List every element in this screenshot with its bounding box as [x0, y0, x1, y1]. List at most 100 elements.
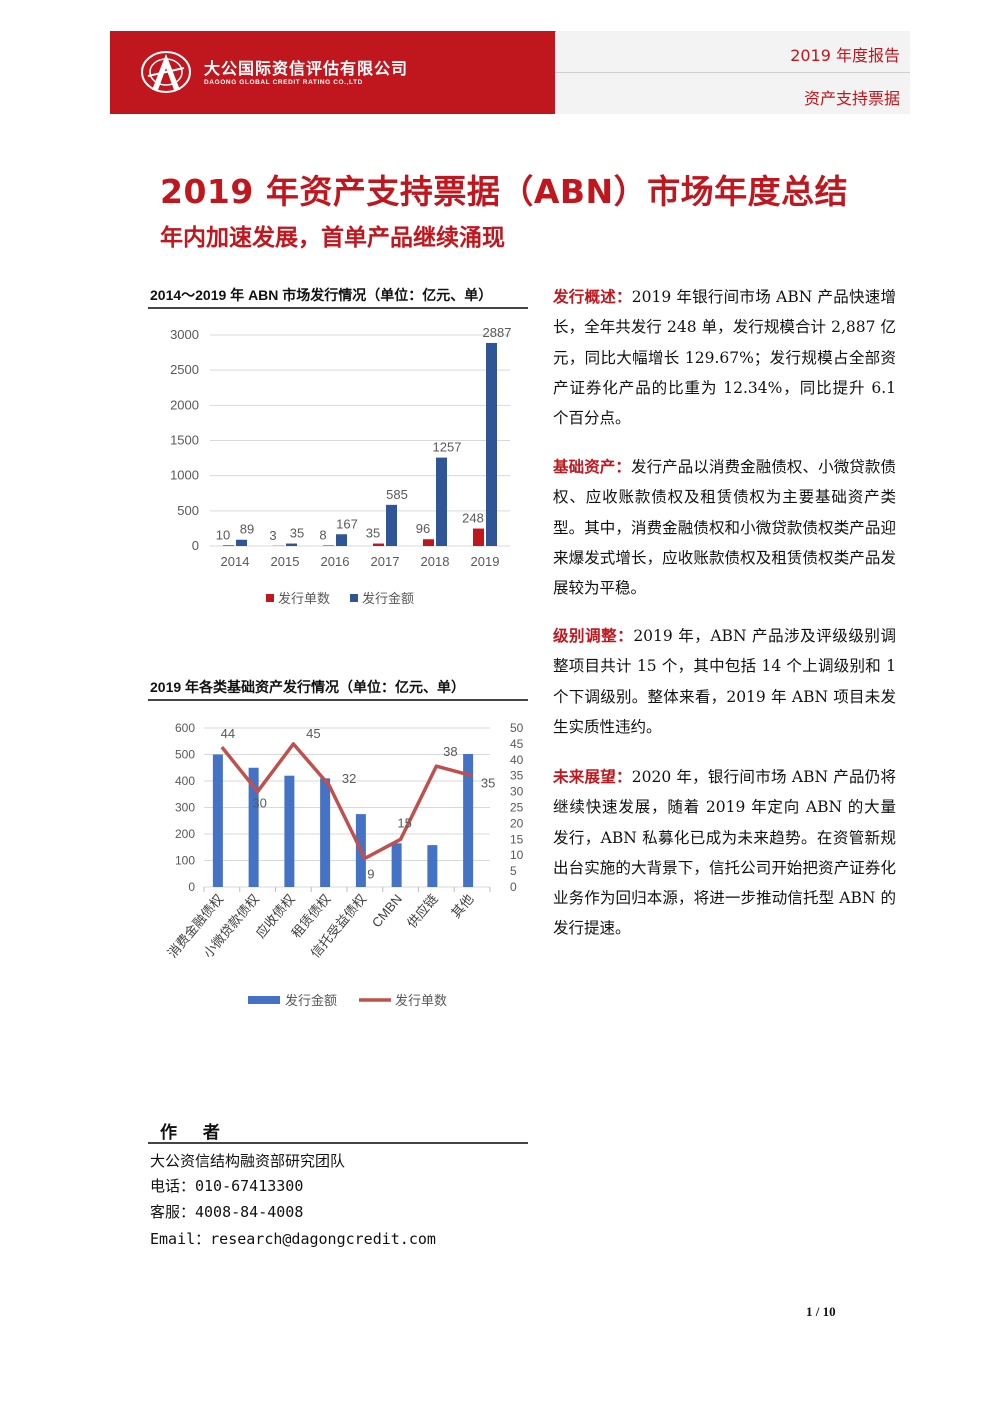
x-tick-label: 供应链	[404, 891, 441, 931]
x-tick-label: 2016	[321, 554, 350, 569]
legend-swatch	[266, 594, 274, 602]
y-tick-label-left: 300	[175, 801, 195, 815]
y-tick-label: 1000	[170, 468, 199, 483]
y-tick-label-right: 25	[510, 801, 524, 815]
author-team: 大公资信结构融资部研究团队	[150, 1152, 346, 1170]
legend-label: 发行金额	[285, 993, 337, 1008]
bar-amount	[386, 504, 397, 546]
legend-label: 发行单数	[278, 591, 330, 606]
y-tick-label: 500	[177, 503, 199, 518]
data-label: 3	[269, 528, 276, 543]
legend-swatch	[350, 594, 358, 602]
paragraph-text: 发行产品以消费金融债权、小微贷款债权、应收账款债权及租赁债权为主要基础资产类型。…	[553, 458, 896, 598]
y-tick-label-right: 10	[510, 848, 524, 862]
data-label: 35	[481, 776, 495, 791]
data-label: 96	[416, 521, 430, 536]
bar-amount	[463, 753, 474, 887]
data-label: 10	[216, 527, 230, 542]
section-label: 资产支持票据	[803, 89, 900, 108]
bar-amount	[286, 543, 297, 546]
paragraph-lead: 级别调整：	[553, 627, 634, 645]
paragraph-lead: 发行概述：	[553, 288, 632, 306]
x-tick-label: 2018	[421, 554, 450, 569]
bar-amount	[236, 539, 247, 546]
data-label: 8	[319, 527, 326, 542]
y-tick-label-left: 200	[175, 827, 195, 841]
y-tick-label-left: 500	[175, 748, 195, 762]
data-label: 167	[336, 516, 358, 531]
chart2-title-rule	[148, 699, 528, 701]
chart1-title: 2014～2019 年 ABN 市场发行情况（单位：亿元、单）	[150, 287, 493, 303]
author-phone: 电话：010-67413300	[150, 1177, 304, 1195]
report-type-label: 2019 年度报告	[790, 46, 900, 65]
paragraph-lead: 未来展望：	[553, 768, 632, 786]
paragraph-text: 2019 年银行间市场 ABN 产品快速增长，全年共发行 248 单，发行规模合…	[553, 288, 896, 428]
legend-swatch	[248, 996, 280, 1004]
x-tick-label: 2019	[471, 554, 500, 569]
chart1-abn-issuance: 0 500 1000 1500 2000 2500 3000 2014 10 89 2015 3 35 2…	[170, 325, 512, 606]
bar-count	[323, 545, 334, 546]
y-tick-label-left: 0	[188, 880, 195, 894]
author-rule	[148, 1142, 528, 1144]
company-name-cn: 大公国际资信评估有限公司	[204, 61, 409, 78]
y-tick-label-left: 600	[175, 721, 195, 735]
bar-amount	[427, 845, 438, 887]
paragraph-text: 2020 年，银行间市场 ABN 产品仍将继续快速发展，随着 2019 年定向 …	[553, 768, 896, 938]
x-tick-label: 2015	[271, 554, 300, 569]
data-label: 1257	[433, 440, 462, 455]
data-label: 248	[462, 511, 484, 526]
dagong-logo-icon	[141, 51, 191, 93]
x-tick-label: 其他	[448, 891, 476, 921]
y-tick-label-right: 35	[510, 769, 524, 783]
data-label: 44	[221, 726, 235, 741]
y-tick-label: 3000	[170, 327, 199, 342]
paragraph-text: 2019 年，ABN 产品涉及评级级别调整项目共计 15 个，其中包括 14 个…	[553, 627, 896, 736]
paragraph-outlook: 未来展望：2020 年，银行间市场 ABN 产品仍将继续快速发展，随着 2019…	[553, 762, 896, 944]
y-tick-label: 0	[192, 538, 199, 553]
header-divider	[555, 72, 910, 73]
data-label: 2887	[483, 325, 512, 340]
x-tick-label: 2017	[371, 554, 400, 569]
y-tick-label: 1500	[170, 433, 199, 448]
data-label: 89	[240, 522, 254, 537]
bar-count	[423, 539, 434, 546]
page-subtitle: 年内加速发展，首单产品继续涌现	[160, 225, 505, 251]
paragraph-rating-adjustment: 级别调整：2019 年，ABN 产品涉及评级级别调整项目共计 15 个，其中包括…	[553, 621, 896, 742]
company-name-en: DAGONG GLOBAL CREDIT RATING CO.,LTD	[204, 79, 363, 86]
chart1-title-rule	[148, 307, 528, 309]
line-count-series	[220, 742, 473, 861]
bar-amount	[212, 754, 223, 887]
bar-count	[373, 543, 384, 546]
data-label: 38	[443, 744, 457, 759]
data-label: 15	[397, 815, 411, 830]
author-email[interactable]: Email：research@dagongcredit.com	[150, 1230, 436, 1248]
header-diagonal	[470, 31, 556, 114]
data-label: 9	[367, 866, 374, 881]
y-tick-label-right: 40	[510, 753, 524, 767]
paragraph-lead: 基础资产：	[553, 458, 631, 476]
page-number: 1 / 10	[806, 1304, 836, 1319]
y-tick-label-left: 400	[175, 774, 195, 788]
data-label: 45	[306, 726, 320, 741]
y-tick-label-right: 45	[510, 737, 524, 751]
y-tick-label: 2500	[170, 362, 199, 377]
bar-amount	[486, 342, 497, 546]
bar-amount	[248, 767, 259, 887]
y-tick-label-right: 0	[510, 880, 517, 894]
legend-label: 发行单数	[395, 993, 447, 1008]
page-title: 2019 年资产支持票据（ABN）市场年度总结	[160, 172, 849, 211]
paragraph-underlying-assets: 基础资产：发行产品以消费金融债权、小微贷款债权、应收账款债权及租赁债权为主要基础…	[553, 452, 896, 603]
y-tick-label-right: 20	[510, 816, 524, 830]
bar-amount	[391, 843, 402, 887]
y-tick-label-right: 30	[510, 785, 524, 799]
data-label: 30	[252, 796, 266, 811]
x-tick-label: CMBN	[369, 891, 405, 930]
bar-count	[223, 545, 234, 546]
y-tick-label-right: 50	[510, 721, 524, 735]
bar-amount	[284, 775, 295, 887]
data-label: 32	[342, 771, 356, 786]
bar-count	[473, 528, 484, 546]
data-label: 35	[290, 526, 304, 541]
chart2-asset-types: 010020030040050060005101520253035404550消…	[165, 721, 524, 1008]
bar-amount	[336, 534, 347, 546]
